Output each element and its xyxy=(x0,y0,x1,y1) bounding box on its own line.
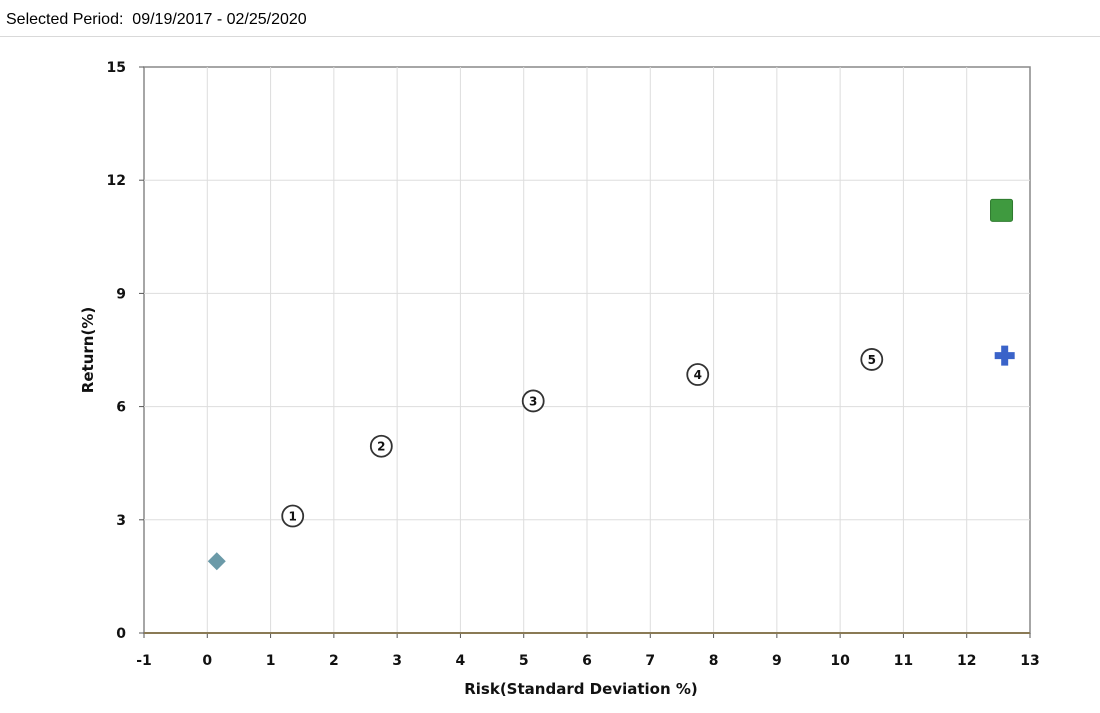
selected-period-value: 09/19/2017 - 02/25/2020 xyxy=(132,11,307,28)
x-tick-label: 2 xyxy=(329,653,339,669)
x-tick-label: 6 xyxy=(582,653,592,669)
y-tick-label: 15 xyxy=(107,60,126,76)
marker-circle xyxy=(860,348,884,371)
y-tick-label: 3 xyxy=(116,513,126,529)
x-tick-label: -1 xyxy=(136,653,152,669)
y-tick-label: 12 xyxy=(107,173,126,189)
x-tick-label: 4 xyxy=(456,653,466,669)
x-tick-label: 7 xyxy=(645,653,655,669)
numbered-circle-marker: 2 xyxy=(369,434,393,458)
x-tick-label: 1 xyxy=(266,653,276,669)
numbered-circle-marker: 5 xyxy=(860,348,884,371)
x-tick-label: 10 xyxy=(830,653,850,669)
data-points: 1 2 3 4 5 xyxy=(207,198,1015,571)
x-tick-label: 13 xyxy=(1020,653,1039,669)
square-marker xyxy=(990,198,1014,222)
marker-number: 2 xyxy=(377,440,385,454)
x-tick-label: 9 xyxy=(772,653,782,669)
x-tick-label: 5 xyxy=(519,653,529,669)
marker-circle xyxy=(521,389,545,413)
marker-number: 1 xyxy=(289,510,297,524)
marker-number: 5 xyxy=(868,353,876,367)
x-tick-label: 3 xyxy=(392,653,402,669)
marker-number: 4 xyxy=(694,368,702,382)
y-axis-title: Return(%) xyxy=(79,307,97,393)
marker-number: 3 xyxy=(529,394,537,408)
diamond-marker xyxy=(207,552,226,571)
numbered-circle-marker: 3 xyxy=(521,389,545,413)
marker-circle xyxy=(281,504,305,528)
selected-period-text: Selected Period: 09/19/2017 - 02/25/2020 xyxy=(6,11,307,29)
x-axis-title: Risk(Standard Deviation %) xyxy=(464,680,698,698)
x-tick-label: 11 xyxy=(894,653,913,669)
cross-marker xyxy=(994,345,1015,366)
x-tick-label: 12 xyxy=(957,653,976,669)
numbered-circle-marker: 1 xyxy=(281,504,305,528)
x-tick-label: 0 xyxy=(202,653,212,669)
y-tick-label: 9 xyxy=(116,286,126,302)
selected-period-bar: Selected Period: 09/19/2017 - 02/25/2020 xyxy=(0,0,1100,37)
marker-circle xyxy=(369,434,393,458)
marker-circle xyxy=(686,363,710,386)
selected-period-label: Selected Period: xyxy=(6,11,124,28)
y-tick-label: 6 xyxy=(116,400,126,416)
y-tick-label: 0 xyxy=(116,626,126,642)
grid-lines xyxy=(144,67,1030,633)
x-tick-label: 8 xyxy=(709,653,719,669)
numbered-circle-marker: 4 xyxy=(686,363,710,386)
